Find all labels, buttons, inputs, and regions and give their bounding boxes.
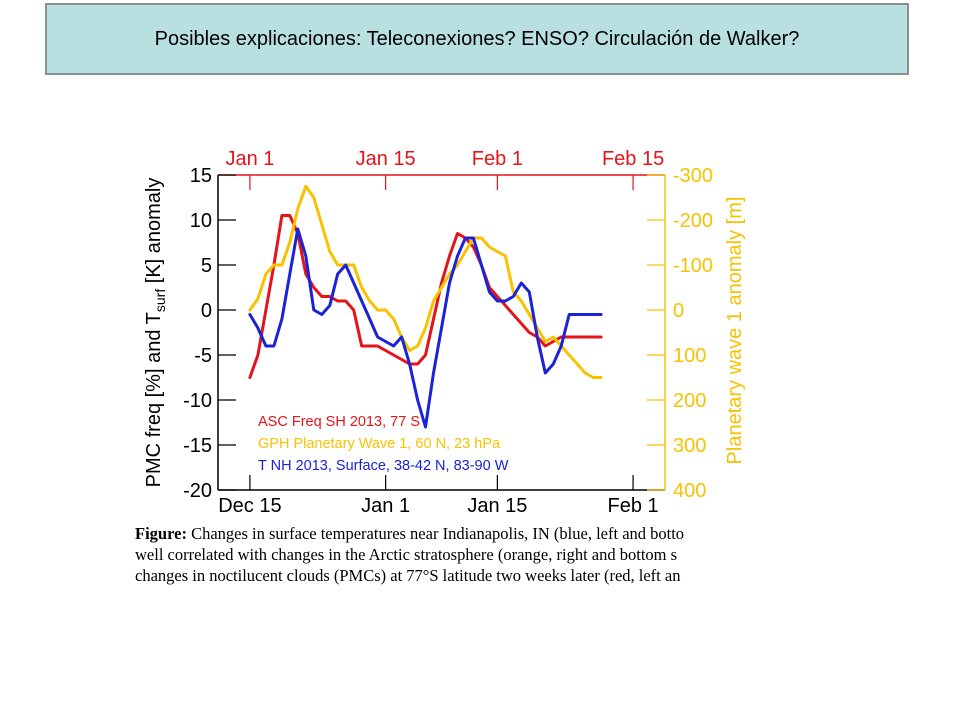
- caption-line-1-text: Changes in surface temperatures near Ind…: [186, 524, 685, 543]
- right-tick-label: -300: [673, 165, 713, 187]
- right-tick-label: 300: [673, 435, 706, 457]
- y-axis-right-label: Planetary wave 1 anomaly [m]: [724, 197, 746, 465]
- caption-line-2: well correlated with changes in the Arct…: [135, 545, 678, 564]
- bottom-tick-label: Jan 15: [467, 495, 527, 517]
- legend-entry-0: ASC Freq SH 2013, 77 S: [258, 414, 420, 430]
- slide-title: Posibles explicaciones: Teleconexiones? …: [154, 27, 800, 50]
- left-tick-label: -5: [194, 345, 212, 367]
- bottom-tick-label: Feb 1: [607, 495, 658, 517]
- left-tick-label: -10: [183, 390, 212, 412]
- temperature-pmc-chart: 15 10 5 0 -5 -10 -15 -20 -300 -200 -100 0 100 200 300 4…: [143, 148, 746, 517]
- series-line-0: [248, 214, 603, 379]
- series-line-2: [248, 227, 603, 429]
- figure-caption: Figure: Changes in surface temperatures …: [135, 523, 775, 593]
- right-tick-label: 100: [673, 345, 706, 367]
- bottom-tick-label: Dec 15: [218, 495, 281, 517]
- left-tick-label: 15: [190, 165, 212, 187]
- legend-entry-2: T NH 2013, Surface, 38-42 N, 83-90 W: [258, 458, 509, 474]
- right-tick-label: 200: [673, 390, 706, 412]
- left-tick-label: 0: [201, 300, 212, 322]
- caption-line-1: Figure: Changes in surface temperatures …: [135, 523, 775, 544]
- caption-label: Figure:: [135, 524, 187, 543]
- left-tick-label: -20: [183, 480, 212, 502]
- left-tick-label: 10: [190, 210, 212, 232]
- series-line-1: [248, 184, 603, 379]
- top-tick-label: Feb 15: [602, 148, 664, 170]
- right-tick-label: 0: [673, 300, 684, 322]
- top-tick-label: Feb 1: [472, 148, 523, 170]
- left-tick-label: -15: [183, 435, 212, 457]
- right-tick-label: 400: [673, 480, 706, 502]
- top-tick-label: Jan 1: [225, 148, 274, 170]
- right-tick-label: -200: [673, 210, 713, 232]
- legend-entry-1: GPH Planetary Wave 1, 60 N, 23 hPa: [258, 436, 501, 452]
- left-tick-label: 5: [201, 255, 212, 277]
- y-axis-left-label: PMC freq [%] and Tsurf [K] anomaly: [143, 178, 168, 488]
- right-tick-label: -100: [673, 255, 713, 277]
- top-tick-label: Jan 15: [356, 148, 416, 170]
- bottom-tick-label: Jan 1: [361, 495, 410, 517]
- caption-line-3: changes in noctilucent clouds (PMCs) at …: [135, 566, 681, 585]
- slide-title-box: Posibles explicaciones: Teleconexiones? …: [45, 3, 909, 75]
